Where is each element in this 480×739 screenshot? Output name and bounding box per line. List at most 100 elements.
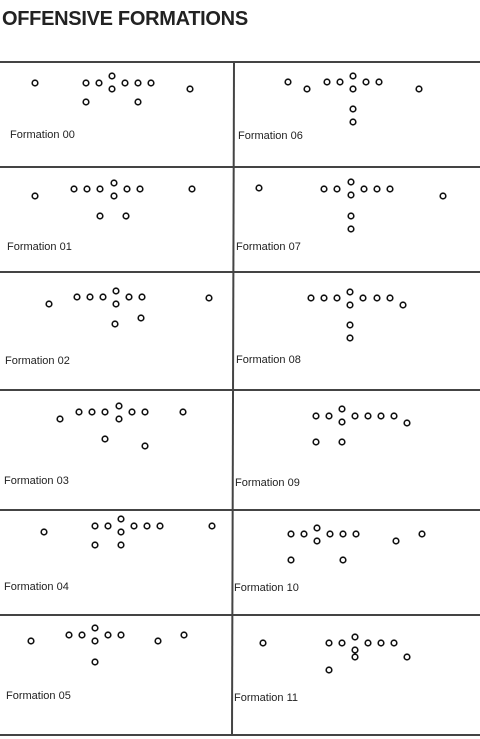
player	[375, 78, 383, 86]
player	[307, 294, 315, 302]
player	[156, 522, 164, 530]
player	[31, 192, 39, 200]
player	[333, 294, 341, 302]
player	[333, 185, 341, 193]
player	[339, 530, 347, 538]
player	[303, 85, 311, 93]
player	[95, 79, 103, 87]
player	[134, 79, 142, 87]
formation: Formation 05	[6, 624, 188, 702]
player	[112, 287, 120, 295]
player	[82, 98, 90, 106]
player	[136, 185, 144, 193]
player	[351, 412, 359, 420]
player	[143, 522, 151, 530]
player	[346, 288, 354, 296]
player	[186, 85, 194, 93]
player	[104, 631, 112, 639]
player	[188, 185, 196, 193]
player	[111, 320, 119, 328]
formation-label: Formation 06	[238, 130, 303, 142]
player	[323, 78, 331, 86]
player	[154, 637, 162, 645]
player	[117, 528, 125, 536]
formation: Formation 07	[236, 178, 447, 253]
formation: Formation 00	[10, 72, 194, 141]
player	[312, 438, 320, 446]
player	[82, 79, 90, 87]
formation-label: Formation 04	[4, 581, 69, 593]
player	[362, 78, 370, 86]
player	[403, 419, 411, 427]
formation: Formation 11	[234, 633, 411, 704]
player	[65, 631, 73, 639]
player	[326, 530, 334, 538]
player	[91, 637, 99, 645]
player	[147, 79, 155, 87]
player	[117, 541, 125, 549]
player	[364, 639, 372, 647]
player	[347, 212, 355, 220]
formation-label: Formation 02	[5, 355, 70, 367]
player	[83, 185, 91, 193]
player	[208, 522, 216, 530]
player	[259, 639, 267, 647]
player	[123, 185, 131, 193]
player	[108, 72, 116, 80]
player	[349, 105, 357, 113]
player	[351, 653, 359, 661]
player	[338, 438, 346, 446]
player	[121, 79, 129, 87]
player	[117, 515, 125, 523]
formation: Formation 04	[4, 515, 216, 593]
player	[346, 334, 354, 342]
player	[313, 524, 321, 532]
player	[347, 191, 355, 199]
divider	[231, 61, 235, 736]
player	[325, 639, 333, 647]
player	[346, 301, 354, 309]
player	[325, 412, 333, 420]
player	[313, 537, 321, 545]
player	[339, 556, 347, 564]
player	[31, 79, 39, 87]
player	[45, 300, 53, 308]
player	[27, 637, 35, 645]
player	[351, 633, 359, 641]
player	[392, 537, 400, 545]
player	[115, 402, 123, 410]
player	[338, 418, 346, 426]
player	[373, 185, 381, 193]
player	[125, 293, 133, 301]
player	[110, 192, 118, 200]
formation: Formation 03	[4, 402, 187, 487]
player	[300, 530, 308, 538]
player	[320, 185, 328, 193]
page-title: OFFENSIVE FORMATIONS	[2, 8, 248, 30]
player	[91, 624, 99, 632]
formation: Formation 02	[5, 287, 213, 367]
formation-label: Formation 05	[6, 690, 71, 702]
player	[347, 225, 355, 233]
formation-label: Formation 03	[4, 475, 69, 487]
player	[128, 408, 136, 416]
player	[346, 321, 354, 329]
formation-label: Formation 07	[236, 241, 301, 253]
player	[325, 666, 333, 674]
player	[141, 442, 149, 450]
player	[287, 530, 295, 538]
player	[349, 85, 357, 93]
player	[70, 185, 78, 193]
player	[386, 294, 394, 302]
player	[377, 639, 385, 647]
player	[373, 294, 381, 302]
player	[78, 631, 86, 639]
player	[99, 293, 107, 301]
formation-label: Formation 00	[10, 129, 75, 141]
player	[415, 85, 423, 93]
player	[91, 522, 99, 530]
player	[91, 658, 99, 666]
player	[117, 631, 125, 639]
player	[180, 631, 188, 639]
